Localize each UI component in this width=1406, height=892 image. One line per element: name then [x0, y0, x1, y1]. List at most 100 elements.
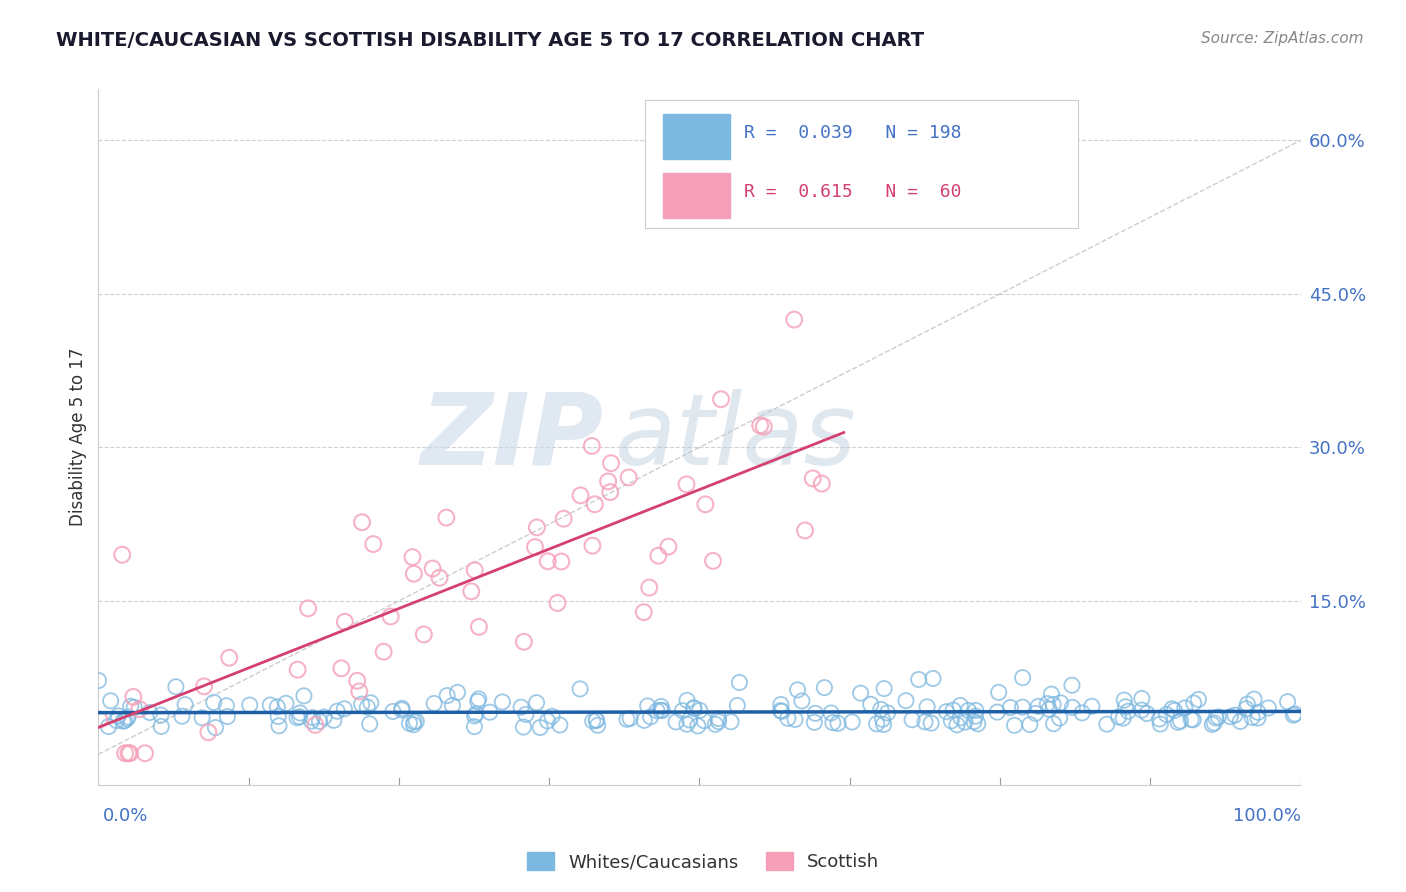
- Point: [1284, 706, 1306, 721]
- Point: [89, 713, 111, 727]
- Point: [1182, 696, 1205, 710]
- Legend: Whites/Caucasians, Scottish: Whites/Caucasians, Scottish: [520, 845, 886, 879]
- Point: [122, 700, 145, 714]
- Point: [1038, 702, 1060, 716]
- Point: [637, 698, 659, 713]
- Point: [651, 704, 673, 718]
- Point: [468, 620, 491, 634]
- Point: [1180, 713, 1202, 727]
- Point: [423, 697, 446, 711]
- Point: [405, 714, 427, 729]
- Point: [301, 710, 323, 724]
- Point: [422, 561, 444, 575]
- Point: [259, 698, 281, 712]
- Point: [398, 716, 420, 731]
- Point: [676, 693, 699, 707]
- Point: [671, 704, 693, 718]
- Point: [441, 698, 464, 713]
- Point: [633, 605, 655, 619]
- Point: [704, 717, 727, 731]
- Point: [105, 714, 128, 728]
- Bar: [664, 113, 730, 159]
- Point: [114, 714, 136, 728]
- Point: [582, 714, 605, 728]
- Point: [598, 475, 620, 489]
- Point: [841, 714, 863, 729]
- Point: [650, 703, 672, 717]
- Point: [217, 709, 239, 723]
- Point: [689, 703, 711, 717]
- Point: [599, 485, 621, 500]
- Point: [783, 312, 806, 326]
- Point: [87, 673, 110, 688]
- Point: [346, 673, 368, 688]
- Point: [239, 698, 262, 712]
- Point: [633, 714, 655, 728]
- Point: [463, 720, 485, 734]
- Point: [191, 711, 214, 725]
- Point: [1247, 711, 1270, 725]
- Point: [769, 704, 792, 718]
- Point: [675, 477, 697, 491]
- Point: [1026, 699, 1049, 714]
- Point: [149, 708, 172, 723]
- Point: [1049, 711, 1071, 725]
- Point: [647, 549, 669, 563]
- Point: [963, 714, 986, 729]
- Point: [510, 700, 533, 714]
- Point: [288, 706, 311, 720]
- Point: [1000, 700, 1022, 714]
- Point: [1170, 714, 1192, 728]
- Point: [801, 471, 824, 485]
- Point: [1024, 706, 1046, 721]
- Point: [1236, 697, 1258, 711]
- Point: [749, 418, 772, 433]
- Bar: [664, 173, 730, 218]
- Point: [1036, 697, 1059, 711]
- Point: [174, 698, 197, 712]
- Point: [288, 710, 311, 724]
- Point: [292, 689, 315, 703]
- Point: [894, 693, 917, 707]
- Point: [115, 712, 138, 726]
- Point: [920, 716, 942, 731]
- Point: [381, 705, 404, 719]
- Point: [769, 698, 792, 712]
- Point: [710, 392, 733, 407]
- Point: [359, 717, 381, 731]
- Point: [301, 714, 323, 728]
- Point: [1247, 706, 1270, 720]
- Point: [657, 540, 679, 554]
- Point: [536, 714, 558, 728]
- Point: [402, 714, 425, 729]
- Point: [512, 720, 534, 734]
- Point: [467, 694, 489, 708]
- Point: [170, 709, 193, 723]
- Point: [204, 721, 226, 735]
- Point: [1243, 692, 1265, 706]
- Point: [526, 696, 548, 710]
- Point: [193, 679, 215, 693]
- Point: [583, 497, 606, 511]
- Point: [287, 663, 309, 677]
- Point: [524, 540, 547, 554]
- Point: [1161, 702, 1184, 716]
- Point: [391, 701, 413, 715]
- Point: [134, 746, 156, 760]
- Point: [1234, 702, 1257, 716]
- Point: [529, 721, 551, 735]
- Point: [770, 704, 793, 718]
- Point: [650, 699, 672, 714]
- Point: [1277, 695, 1299, 709]
- Point: [1114, 693, 1136, 707]
- Point: [1223, 708, 1246, 723]
- Point: [117, 710, 139, 724]
- Point: [1042, 716, 1064, 731]
- Point: [215, 698, 238, 713]
- Point: [515, 707, 537, 722]
- Point: [1182, 713, 1205, 727]
- Point: [1229, 714, 1251, 729]
- Point: [128, 702, 150, 716]
- Point: [804, 706, 827, 721]
- Point: [873, 681, 896, 696]
